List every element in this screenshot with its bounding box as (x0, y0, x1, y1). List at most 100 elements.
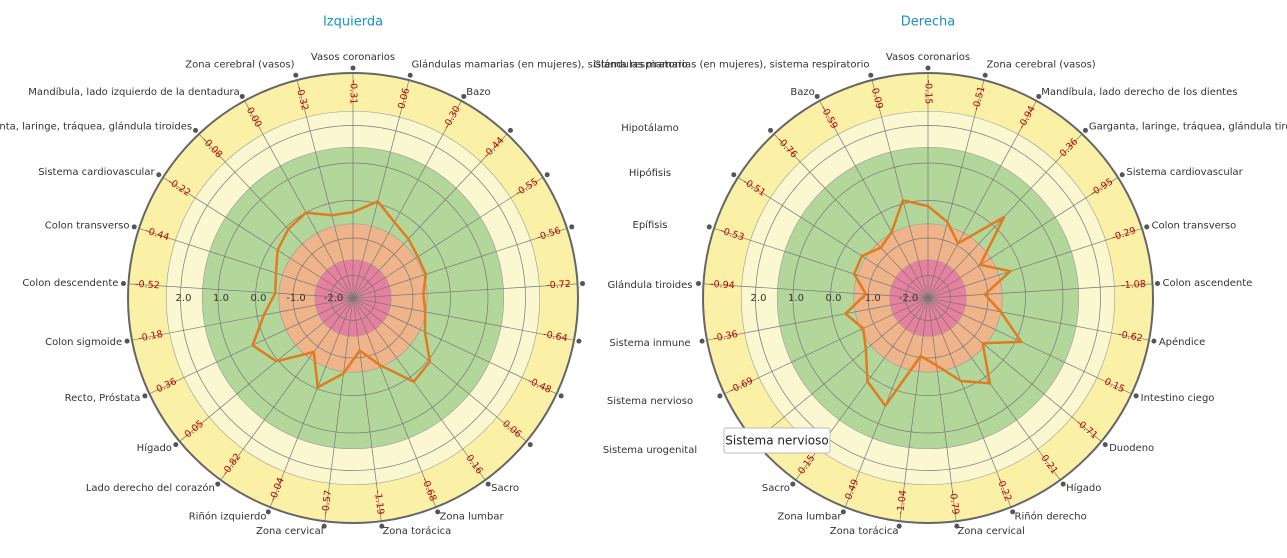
value-label: -0.64 (542, 329, 568, 344)
spoke-dot (1082, 127, 1088, 133)
spoke (724, 297, 929, 395)
spoke-dot (731, 172, 737, 178)
spoke-dot (1133, 393, 1139, 399)
center-label: Sistema nervioso (607, 396, 693, 407)
value-label: -0.36 (713, 329, 739, 344)
category-label: Bazo (790, 87, 814, 98)
spoke (927, 297, 1132, 395)
spoke (927, 297, 1061, 481)
spoke (162, 177, 354, 299)
data-line (251, 200, 432, 389)
center-label: Sistema urogenital (603, 445, 697, 456)
category-label: Riñón izquierdo (189, 510, 267, 522)
r-tick-label: 0.0 (826, 293, 842, 304)
spoke-dot (131, 224, 137, 230)
category-label: Colon transverso (1151, 220, 1236, 231)
spoke (927, 297, 1102, 442)
spoke (198, 133, 354, 299)
category-label: Sistema cardiovascular (1126, 167, 1243, 178)
spoke (773, 133, 929, 299)
spoke (352, 297, 382, 522)
spoke-dot (706, 224, 712, 230)
spoke (138, 228, 354, 299)
outer-border (702, 72, 1154, 524)
category-label: Duodeno (1109, 443, 1154, 454)
r-tick-label: 1.0 (788, 293, 804, 304)
category-label: Mandíbula, lado derecho de los dientes (1041, 86, 1237, 98)
spoke-dot (699, 338, 705, 344)
category-label: Sacro (762, 483, 790, 494)
r-tick-label: 0.0 (251, 293, 267, 304)
spoke-dot (1151, 338, 1157, 344)
spoke (899, 297, 929, 522)
spoke (706, 297, 929, 341)
r-tick-label: -2.0 (324, 293, 344, 304)
spoke-dot (768, 127, 774, 133)
r-tick-label: 1.0 (213, 293, 229, 304)
category-label: Glándulas mamarias (en mujeres), sistema… (593, 58, 869, 70)
tooltip: Sistema nervioso (723, 427, 831, 454)
spoke-dot (695, 281, 701, 287)
spoke-dot (239, 93, 245, 99)
spoke (220, 297, 354, 481)
category-label: Zona lumbar (440, 511, 505, 522)
category-label: Zona cervical (256, 526, 323, 537)
spoke (819, 100, 929, 299)
category-label: Zona cerebral (vasos) (986, 59, 1095, 70)
spoke (927, 100, 1037, 299)
category-label: Colon descendente (22, 278, 118, 289)
spoke (927, 283, 1153, 299)
spoke-dot (569, 224, 575, 230)
spoke (927, 177, 1119, 299)
value-label: -0.57 (320, 490, 334, 516)
category-label: Zona cervical (957, 526, 1024, 537)
spoke (269, 297, 354, 508)
spoke-dot (193, 127, 199, 133)
r-tick-label: 2.0 (751, 293, 767, 304)
spoke-dot (293, 72, 299, 78)
category-label: Vasos coronarios (886, 52, 970, 63)
spoke (927, 297, 957, 522)
spoke (149, 297, 354, 395)
spoke (179, 297, 354, 442)
spoke (352, 100, 462, 299)
spoke-dot (407, 72, 413, 78)
value-label: 0.06 (396, 87, 412, 110)
chart-title: Derecha (901, 15, 955, 30)
spoke (927, 79, 985, 299)
category-label: Intestino ciego (1141, 393, 1215, 404)
r-tick-label: -1.0 (861, 293, 881, 304)
value-label: -1.04 (895, 490, 909, 516)
category-label: Zona torácica (382, 525, 451, 537)
spoke (352, 79, 410, 299)
spoke (352, 133, 508, 299)
category-label: Colon transverso (45, 220, 130, 231)
spoke-dot (1060, 481, 1066, 487)
chart-title: Izquierda (323, 15, 383, 30)
spoke-dot (120, 281, 126, 287)
spoke-dot (350, 65, 356, 71)
value-label: -1.08 (1121, 279, 1146, 292)
spoke-dot (580, 281, 586, 287)
spoke-dot (1119, 172, 1125, 178)
spoke (352, 283, 578, 299)
value-label: -0.79 (947, 490, 961, 516)
spoke (244, 100, 354, 299)
center-label: Hipófisis (629, 167, 671, 179)
tooltip-text: Sistema nervioso (725, 434, 828, 448)
category-label: Garganta, laringe, tráquea, glándula tir… (1089, 121, 1287, 133)
value-label: -0.18 (138, 329, 164, 344)
spoke (871, 79, 929, 299)
spoke-dot (1036, 93, 1042, 99)
spoke-dot (156, 172, 162, 178)
value-label: -0.62 (1117, 329, 1143, 344)
spoke-dot (265, 509, 271, 515)
spoke-dot (173, 442, 179, 448)
spoke-dot (558, 393, 564, 399)
value-label: -1.19 (372, 490, 386, 516)
r-tick-label: -1.0 (286, 293, 306, 304)
spoke-dot (124, 338, 130, 344)
spoke (927, 228, 1143, 299)
category-label: Zona cerebral (vasos) (185, 59, 294, 70)
